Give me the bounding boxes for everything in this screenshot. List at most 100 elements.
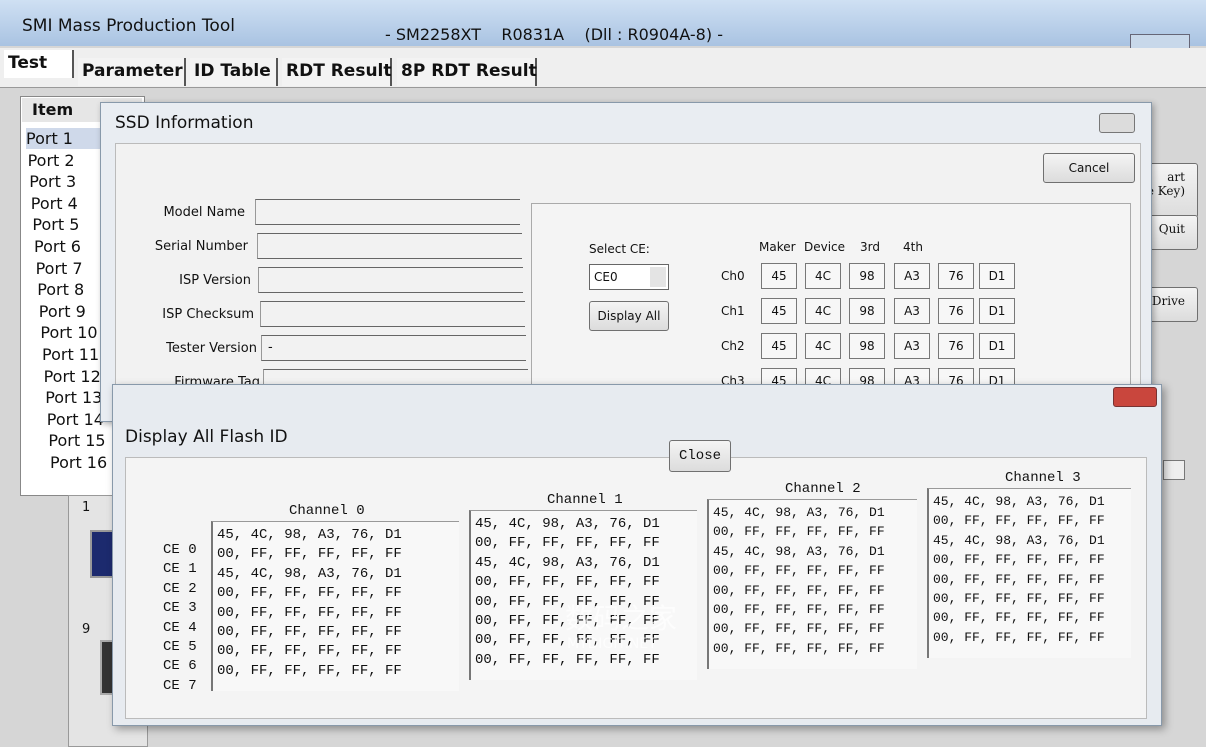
channel-label: Ch2 [721,339,745,353]
id-byte-box: 4C [805,263,841,289]
port-item[interactable]: Port 13 [45,388,103,408]
flash-dialog: Display All Flash ID Close CE 0 CE 1 CE 2 CE … [112,384,1162,726]
dialog-close-x[interactable] [1113,387,1157,407]
id-byte-box: 4C [805,298,841,324]
flash-id-row: 00, FF, FF, FF, FF, FF [713,582,885,598]
flash-id-row: 00, FF, FF, FF, FF, FF [713,524,885,540]
ssd-dialog-title: SSD Information [115,113,254,133]
field-label: ISP Checksum [162,307,254,322]
port-item[interactable]: Port 16 [50,453,108,472]
port-item[interactable]: Port 11 [42,345,100,364]
port-item[interactable]: Port 12 [43,366,101,386]
select-ce-value: CE0 [594,270,618,284]
channel-label: Ch0 [721,269,745,283]
side-button-label: art [1167,170,1185,184]
app-version: - SM2258XT R0831A (Dll : R0904A-8) - [385,25,723,44]
field-label: Model Name [163,205,245,220]
flash-id-row: 00, FF, FF, FF, FF, FF [933,610,1105,626]
field-textbox [256,233,522,259]
select-ce-label: Select CE: [589,242,650,256]
id-byte-box: 98 [849,263,885,289]
port-item[interactable]: Port 4 [30,193,78,213]
channel-box [707,499,917,669]
flash-id-row: 00, FF, FF, FF, FF, FF [933,571,1105,587]
port-item[interactable]: Port 5 [32,215,80,235]
tab[interactable]: RDT Result [282,58,392,86]
port-item[interactable]: Port 9 [38,301,86,321]
flash-dialog-title: Display All Flash ID [125,427,288,447]
id-byte-box: 45 [761,263,797,289]
flash-id-row: 00, FF, FF, FF, FF, FF [713,621,885,637]
flash-id-row: 00, FF, FF, FF, FF, FF [217,546,402,563]
slot-number: 1 [82,500,91,515]
channel-name: Channel 3 [1005,470,1081,486]
display-all-button[interactable]: Display All [589,301,669,331]
port-item[interactable]: Port 14 [46,409,104,429]
field-value: - [268,340,273,355]
tab[interactable]: 8P RDT Result [397,58,537,86]
port-item[interactable]: Port 2 [27,150,75,170]
port-item[interactable]: Port 6 [34,237,81,256]
id-byte-box: 76 [938,263,974,289]
ce-label: CE 6 [163,658,197,675]
flash-id-row: 00, FF, FF, FF, FF, FF [217,662,402,679]
id-header: Maker [759,240,796,254]
flash-id-row: 45, 4C, 98, A3, 76, D1 [475,554,660,571]
flash-id-row: 00, FF, FF, FF, FF, FF [933,629,1105,645]
flash-id-row: 00, FF, FF, FF, FF, FF [933,591,1105,606]
select-ce-dropdown[interactable]: CE0 [589,264,669,290]
ssd-dialog: SSD Information Cancel Model Name Serial Nu… [100,102,1152,422]
side-button-label: Quit [1158,222,1185,236]
ce-label: CE 1 [163,561,197,578]
flash-id-row: 00, FF, FF, FF, FF, FF [217,604,402,621]
slot-number: 9 [82,622,91,637]
id-byte-box: 98 [849,333,885,359]
side-button-label: e Key) [1146,184,1185,198]
flash-id-row: 00, FF, FF, FF, FF, FF [217,643,402,660]
ce-label: CE 3 [163,600,197,617]
flash-id-row: 00, FF, FF, FF, FF, FF [475,593,660,610]
port-item[interactable]: Port 3 [29,172,77,192]
field-textbox: - [261,335,526,361]
flash-id-row: 00, FF, FF, FF, FF, FF [217,585,402,602]
field-label: ISP Version [179,273,251,288]
flash-id-row: 45, 4C, 98, A3, 76, D1 [933,494,1105,509]
field-textbox [255,199,520,225]
port-item[interactable]: Port 15 [48,431,106,451]
channel-name: Channel 1 [547,492,623,508]
flash-id-row: 00, FF, FF, FF, FF, FF [475,651,660,668]
ce-label: CE 0 [163,542,197,558]
field-label: Tester Version [166,341,257,356]
id-byte-box: D1 [979,333,1015,359]
flash-id-row: 00, FF, FF, FF, FF, FF [713,563,885,579]
tab[interactable]: ID Table [190,58,278,86]
ce-label: CE 4 [163,619,197,636]
id-header: 3rd [860,240,880,254]
tab[interactable]: Parameter [78,58,186,86]
id-byte-box: 76 [938,333,974,359]
dialog-close-x[interactable] [1099,113,1135,133]
id-header: Device [804,240,846,254]
id-byte-box: A3 [894,333,930,359]
port-item[interactable]: Port 7 [35,258,83,278]
channel-name: Channel 2 [785,481,861,497]
id-byte-box: 76 [938,298,974,324]
channel-label: Ch1 [721,304,745,318]
flash-id-row: 45, 4C, 98, A3, 76, D1 [475,516,660,532]
flash-id-row: 00, FF, FF, FF, FF, FF [475,632,660,649]
dropdown-arrow[interactable] [1163,460,1185,480]
port-item[interactable]: Port 1 [26,128,106,149]
flash-id-row: 00, FF, FF, FF, FF, FF [475,613,660,629]
port-item[interactable]: Port 8 [37,280,85,300]
dropdown-arrow [650,267,666,287]
cancel-button[interactable]: Cancel [1043,153,1135,183]
id-byte-box: 45 [761,333,797,359]
id-byte-box: D1 [979,263,1015,289]
close-button[interactable]: Close [669,440,731,472]
tab[interactable]: Test [4,50,74,78]
flash-id-row: 45, 4C, 98, A3, 76, D1 [933,532,1105,548]
title-bar [0,0,1206,46]
port-item[interactable]: Port 10 [40,323,98,343]
flash-id-row: 00, FF, FF, FF, FF, FF [217,624,402,640]
